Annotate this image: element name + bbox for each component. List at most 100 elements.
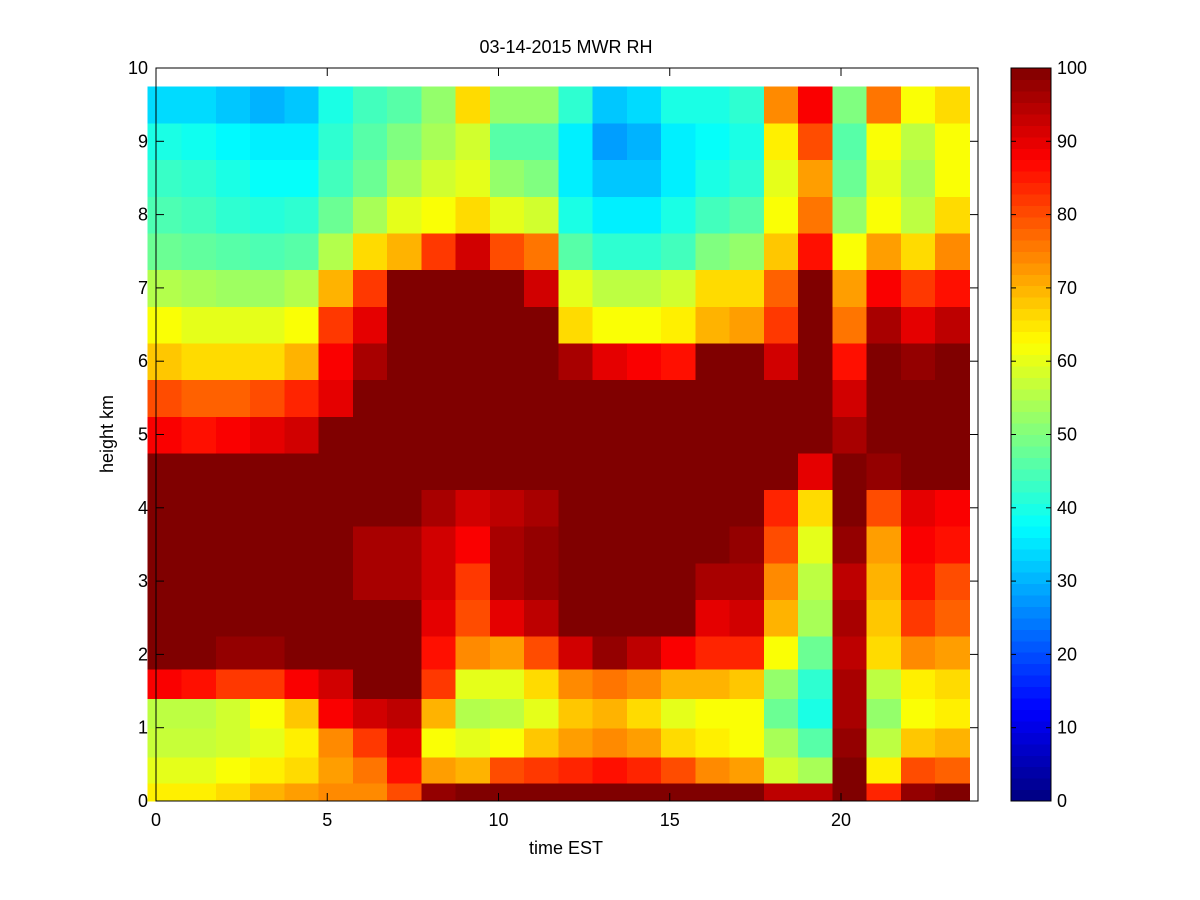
heatmap-cell <box>798 599 834 637</box>
heatmap-cell <box>489 698 525 729</box>
heatmap-cell <box>900 86 936 97</box>
heatmap-cell <box>935 416 971 454</box>
heatmap-cell <box>900 122 936 161</box>
heatmap-cell <box>284 782 320 802</box>
heatmap-cell <box>798 342 834 381</box>
heatmap-cell <box>387 122 423 161</box>
heatmap-cell <box>318 727 354 758</box>
heatmap-cell <box>592 416 628 454</box>
colorbar-swatch <box>1011 755 1051 768</box>
heatmap-cell <box>661 526 697 564</box>
heatmap-cell <box>250 636 286 670</box>
heatmap-cell <box>695 727 731 758</box>
heatmap-cell <box>421 86 457 97</box>
heatmap-cell <box>661 698 697 729</box>
heatmap-cell <box>421 757 457 784</box>
heatmap-cell <box>250 379 286 417</box>
heatmap-cell <box>147 669 183 699</box>
y-tick-label: 9 <box>138 131 148 151</box>
heatmap-cell <box>318 342 354 381</box>
heatmap-cell <box>798 86 834 97</box>
heatmap-cell <box>524 782 560 802</box>
colorbar-axis: 0 10 20 30 40 50 60 70 80 90 100 <box>1011 58 1087 811</box>
heatmap-cell <box>592 669 628 699</box>
heatmap-cell <box>832 306 868 344</box>
heatmap-cell <box>729 196 765 234</box>
heatmap-cell <box>250 159 286 197</box>
heatmap-cell <box>455 196 491 234</box>
colorbar-swatch <box>1011 549 1051 562</box>
heatmap-cell <box>592 526 628 564</box>
heatmap-cell <box>661 669 697 699</box>
heatmap-cell <box>318 86 354 97</box>
y-axis-label: height km <box>97 395 117 473</box>
heatmap-cell <box>935 669 971 699</box>
heatmap-cell <box>832 727 868 758</box>
heatmap-cell <box>147 342 183 381</box>
heatmap-cell <box>489 122 525 161</box>
heatmap-cell <box>387 698 423 729</box>
heatmap-cell <box>455 489 491 527</box>
heatmap-cell <box>387 757 423 784</box>
heatmap-cell <box>489 599 525 637</box>
heatmap-cell <box>489 159 525 197</box>
heatmap-cell <box>147 416 183 454</box>
heatmap-cell <box>661 416 697 454</box>
heatmap-cell <box>900 636 936 670</box>
heatmap-cell <box>250 86 286 97</box>
heatmap-cell <box>489 416 525 454</box>
heatmap-cell <box>387 306 423 344</box>
heatmap-cell <box>661 95 697 124</box>
heatmap-cell <box>832 159 868 197</box>
heatmap-cell <box>215 727 251 758</box>
y-tick-label: 7 <box>138 278 148 298</box>
heatmap-cell <box>626 196 662 234</box>
heatmap-cell <box>421 526 457 564</box>
colorbar-swatch <box>1011 388 1051 401</box>
heatmap-cell <box>524 232 560 271</box>
heatmap-cell <box>592 452 628 491</box>
colorbar-tick-label: 90 <box>1057 131 1077 151</box>
heatmap-cell <box>215 95 251 124</box>
heatmap-cell <box>626 379 662 417</box>
heatmap-cell <box>489 269 525 307</box>
heatmap-cell <box>695 636 731 670</box>
colorbar-swatch <box>1011 468 1051 481</box>
heatmap-cell <box>147 599 183 637</box>
heatmap-cell <box>798 636 834 670</box>
heatmap-cell <box>558 416 594 454</box>
heatmap-cell <box>900 526 936 564</box>
heatmap-cell <box>763 159 799 197</box>
heatmap-cell <box>695 269 731 307</box>
heatmap-cell <box>695 196 731 234</box>
colorbar-swatch <box>1011 675 1051 688</box>
heatmap-cell <box>421 669 457 699</box>
heatmap-cell <box>387 342 423 381</box>
heatmap-cell <box>592 757 628 784</box>
heatmap-cell <box>318 159 354 197</box>
y-tick-label: 10 <box>128 58 148 78</box>
colorbar-swatch <box>1011 216 1051 229</box>
heatmap-cell <box>181 196 217 234</box>
heatmap-cell <box>592 232 628 271</box>
colorbar-swatch <box>1011 778 1051 791</box>
heatmap-cell <box>181 782 217 802</box>
heatmap-cell <box>318 379 354 417</box>
heatmap-cell <box>935 599 971 637</box>
heatmap-cell <box>421 562 457 601</box>
colorbar-swatch <box>1011 445 1051 459</box>
heatmap-cell <box>455 599 491 637</box>
heatmap-cell <box>763 782 799 802</box>
heatmap-cell <box>763 562 799 601</box>
heatmap-cell <box>558 232 594 271</box>
heatmap-cell <box>284 452 320 491</box>
heatmap-cell <box>352 379 388 417</box>
heatmap-cell <box>489 636 525 670</box>
heatmap-cell <box>832 379 868 417</box>
heatmap-cell <box>900 379 936 417</box>
heatmap-cell <box>695 232 731 271</box>
heatmap-cell <box>935 122 971 161</box>
heatmap-cell <box>421 727 457 758</box>
heatmap-cell <box>147 489 183 527</box>
heatmap-cell <box>935 95 971 124</box>
